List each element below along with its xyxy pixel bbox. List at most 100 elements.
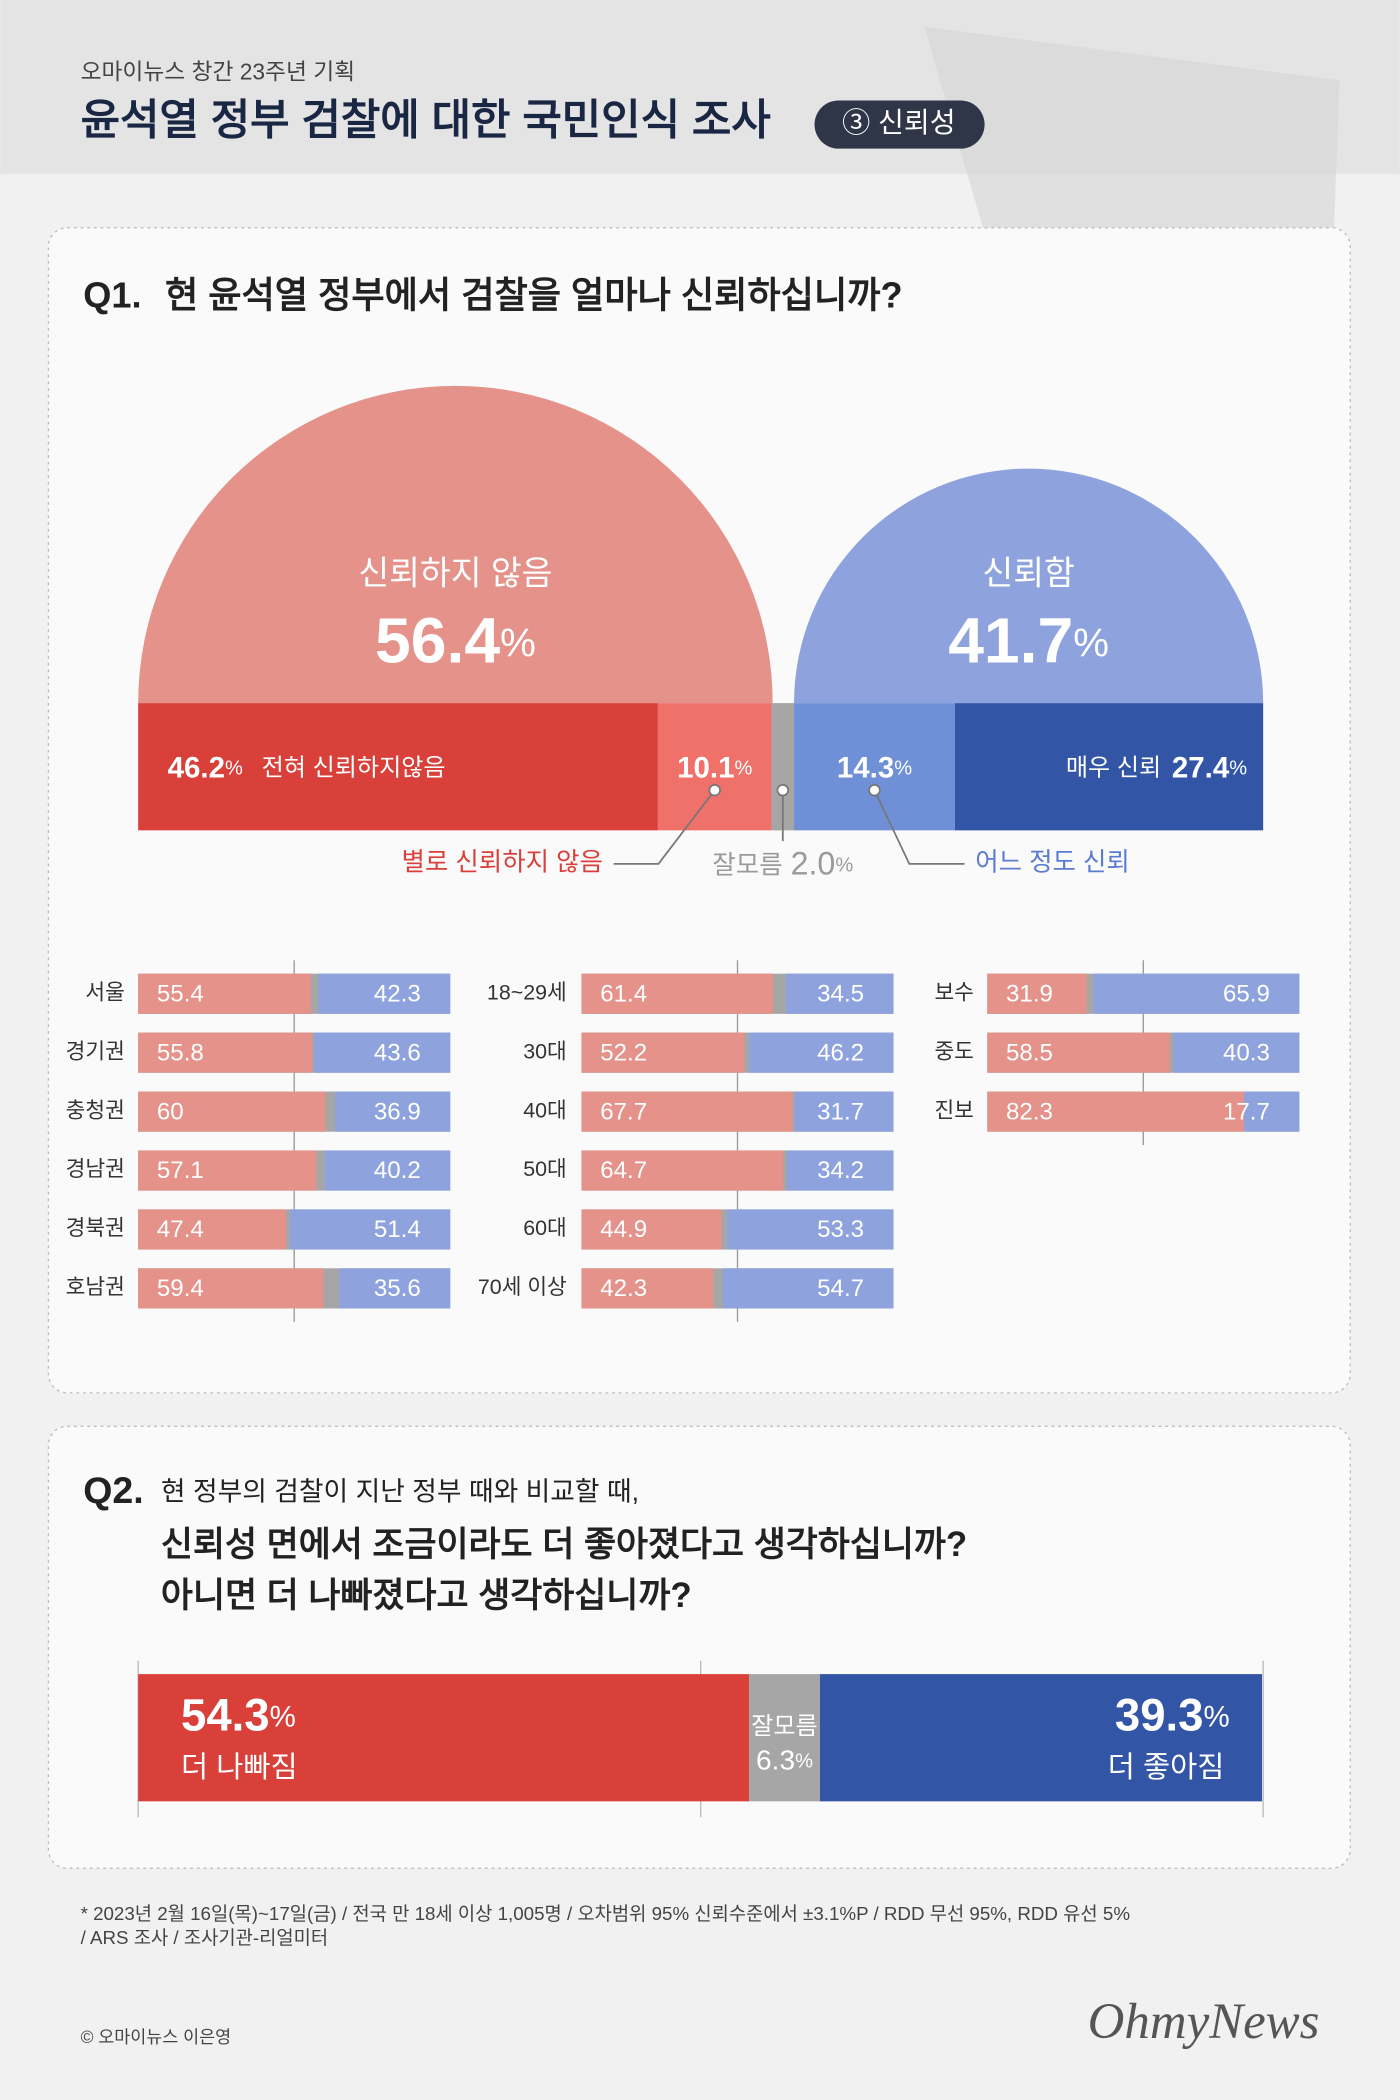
row-label: 호남권 [66, 1275, 125, 1299]
row-label: 30대 [523, 1039, 567, 1063]
label-part: % [734, 758, 752, 780]
question-text: 아니면 더 나빠졌다고 생각하십니까? [161, 1576, 692, 1615]
bar [138, 1032, 313, 1073]
row-label: 70세 이상 [478, 1275, 567, 1299]
segment-value: 6.3% [756, 1745, 813, 1776]
bar [138, 973, 312, 1014]
callout-line [613, 789, 716, 865]
segment-name: 잘모름 [751, 1713, 818, 1740]
value-label: 59.4 [157, 1275, 204, 1302]
label-part: 27.4 [1172, 751, 1230, 784]
value-label: 64.7 [600, 1157, 647, 1184]
bar [727, 1209, 894, 1250]
label-part: 잘모름 [712, 851, 782, 879]
bar [339, 1268, 451, 1309]
label-part: 10.1 [677, 751, 734, 784]
value-label: 42.3 [600, 1275, 647, 1302]
value-label: 36.9 [374, 1098, 421, 1125]
label-part: 41.7 [948, 605, 1073, 677]
label-part: 6.3 [756, 1745, 795, 1776]
value-label: 61.4 [600, 980, 647, 1007]
value-label: 43.6 [374, 1039, 421, 1066]
bar [722, 1268, 894, 1309]
bar [138, 1150, 317, 1191]
badge [814, 100, 985, 149]
label-part: 매우 신뢰 [1066, 755, 1161, 782]
segment-label: 매우 신뢰 27.4% [1066, 751, 1247, 784]
value-label: 82.3 [1006, 1098, 1053, 1125]
bar [581, 1091, 793, 1132]
footnote: / ARS 조사 / 조사기관-리얼미터 [81, 1927, 329, 1948]
bar [335, 1091, 451, 1132]
question-label: Q2. [83, 1469, 143, 1511]
callout-dot [868, 783, 881, 797]
label-part: % [835, 855, 853, 877]
value-label: 40.2 [374, 1157, 421, 1184]
bar [138, 1091, 326, 1132]
label-part: 46.2 [168, 751, 225, 784]
value-label: 54.7 [817, 1275, 864, 1302]
segment-label: 46.2% 전혀 신뢰하지않음 [168, 751, 446, 784]
credit: © 오마이뉴스 이은영 [81, 2027, 232, 2047]
value-label: 31.7 [817, 1098, 864, 1125]
badge-text: ③ 신뢰성 [842, 107, 956, 138]
segment [771, 703, 795, 831]
bar [138, 1268, 324, 1309]
value-label: 60 [157, 1098, 184, 1125]
label-part: 14.3 [837, 751, 894, 784]
value-label: 31.9 [1006, 980, 1053, 1007]
callout-label: 잘모름 2.0% [712, 846, 853, 882]
segment-name: 더 나빠짐 [181, 1751, 298, 1784]
value-label: 42.3 [374, 980, 421, 1007]
label-part: % [225, 758, 243, 780]
row-label: 경기권 [66, 1039, 125, 1063]
value-label: 55.8 [157, 1039, 204, 1066]
value-label: 57.1 [157, 1157, 204, 1184]
bar [1173, 1032, 1300, 1073]
row-label: 40대 [523, 1098, 567, 1122]
value-label: 58.5 [1006, 1039, 1053, 1066]
value-label: 65.9 [1223, 980, 1270, 1007]
callout-dot [776, 783, 790, 797]
label-part: % [1203, 1700, 1229, 1733]
bar [581, 1032, 745, 1073]
row-label: 서울 [85, 980, 124, 1004]
logo: OhmyNews [1088, 1994, 1320, 2050]
bar [987, 973, 1087, 1014]
callout-line [873, 789, 965, 865]
bar [749, 1032, 894, 1073]
value-label: 53.3 [817, 1216, 864, 1243]
group-value: 56.4% [375, 605, 536, 677]
row-label: 보수 [934, 980, 973, 1004]
question-text: 신뢰성 면에서 조금이라도 더 좋아졌다고 생각하십니까? [161, 1525, 967, 1564]
value-label: 55.4 [157, 980, 204, 1007]
segment-name: 더 좋아짐 [1108, 1751, 1225, 1784]
label-part: 전혀 신뢰하지않음 [262, 755, 446, 782]
bar [581, 1150, 784, 1191]
row-label: 진보 [934, 1098, 973, 1122]
bar [324, 1150, 451, 1191]
bar [785, 973, 894, 1014]
segment [657, 703, 772, 831]
value-label: 47.4 [157, 1216, 204, 1243]
bar [786, 1150, 894, 1191]
row-label: 50대 [523, 1157, 567, 1181]
group-semicircle [794, 468, 1264, 704]
question: Q1. 현 윤석열 정부에서 검찰을 얼마나 신뢰하십니까? [83, 274, 902, 315]
segment [954, 703, 1264, 831]
row-label: 60대 [523, 1216, 567, 1240]
kicker: 오마이뉴스 창간 23주년 기획 [81, 59, 356, 85]
group-value: 41.7% [948, 605, 1109, 677]
bar [289, 1209, 451, 1250]
segment-value: 54.3% [181, 1689, 296, 1740]
row-label: 충청권 [66, 1098, 125, 1122]
label-part: % [795, 1751, 813, 1773]
label-part: 2.0 [791, 846, 836, 882]
value-label: 51.4 [374, 1216, 421, 1243]
segment [794, 703, 955, 831]
value-label: 44.9 [600, 1216, 647, 1243]
question-text: 현 윤석열 정부에서 검찰을 얼마나 신뢰하십니까? [165, 274, 903, 315]
question-text: 현 정부의 검찰이 지난 정부 때와 비교할 때, [161, 1476, 639, 1506]
